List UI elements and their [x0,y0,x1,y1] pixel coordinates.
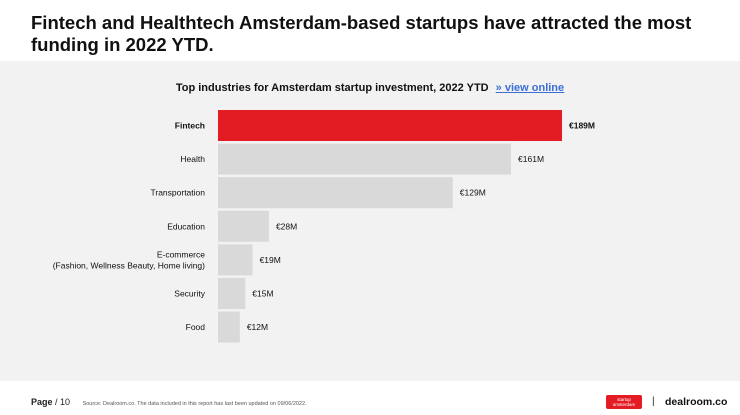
value-label-2: €129M [460,188,486,198]
category-label-5: Security [174,289,205,299]
headline: Fintech and Healthtech Amsterdam-based s… [31,12,692,55]
category-label-0: Fintech [175,121,205,131]
category-label-3: Education [167,221,205,231]
bar-6 [218,311,240,343]
category-label-1: Health [180,154,205,164]
category-label-2: Transportation [151,188,206,198]
bar-5 [218,278,246,309]
bar-4 [218,244,253,276]
bar-2 [218,177,453,209]
value-label-4: €19M [260,255,281,265]
category-label-6: Food [186,322,206,332]
bar-3 [218,210,269,242]
bar-0 [218,110,562,141]
category-label-4: E-commerce (Fashion, Wellness Beauty, Hom… [53,249,206,270]
startup-amsterdam-logo: startup amsterdam [606,395,642,409]
source-note: Source: Dealroom.co. The data included i… [82,401,307,407]
bar-1 [218,143,512,175]
page-number: / 10 [55,397,71,407]
value-label-3: €28M [276,221,297,231]
value-label-0: €189M [569,121,595,131]
logo-separator: | [652,396,655,407]
chart-title-text: Top industries for Amsterdam startup inv… [175,82,489,94]
page-label: Page [31,397,53,407]
value-label-1: €161M [518,154,544,164]
value-label-5: €15M [252,289,273,299]
value-label-6: €12M [247,322,268,332]
footer: Page / 10 Source: Dealroom.co. The data … [31,397,307,407]
view-online-link[interactable]: » view online [495,82,565,94]
dealroom-logo: dealroom.co [665,396,728,408]
chart-title: Top industries for Amsterdam startup inv… [0,82,740,94]
